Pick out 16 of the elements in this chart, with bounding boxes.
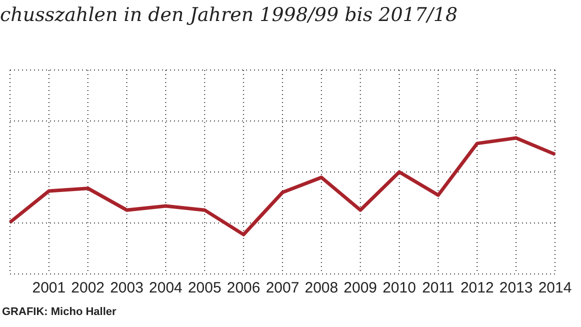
x-tick-label: 2009 bbox=[344, 280, 378, 297]
chart-title: chusszahlen in den Jahren 1998/99 bis 2017/18 bbox=[0, 4, 458, 26]
x-tick-label: 2011 bbox=[422, 280, 454, 297]
x-tick-label: 2010 bbox=[382, 280, 416, 297]
x-tick-label: 2002 bbox=[71, 280, 105, 297]
x-tick-label: 2007 bbox=[266, 280, 300, 297]
x-tick-label: 2006 bbox=[226, 280, 260, 297]
x-tick-label: 2003 bbox=[110, 280, 144, 297]
text: GRAFIK: Micho Haller bbox=[2, 306, 116, 318]
x-tick-label: 2005 bbox=[188, 280, 222, 297]
x-tick-label: 2004 bbox=[149, 280, 182, 297]
x-tick-label: 2014 bbox=[538, 280, 572, 297]
x-tick-label: 2001 bbox=[32, 280, 66, 297]
x-tick-label: 2012 bbox=[460, 280, 494, 297]
x-tick-label: 2013 bbox=[499, 280, 533, 297]
x-tick-label: 2008 bbox=[304, 280, 338, 297]
